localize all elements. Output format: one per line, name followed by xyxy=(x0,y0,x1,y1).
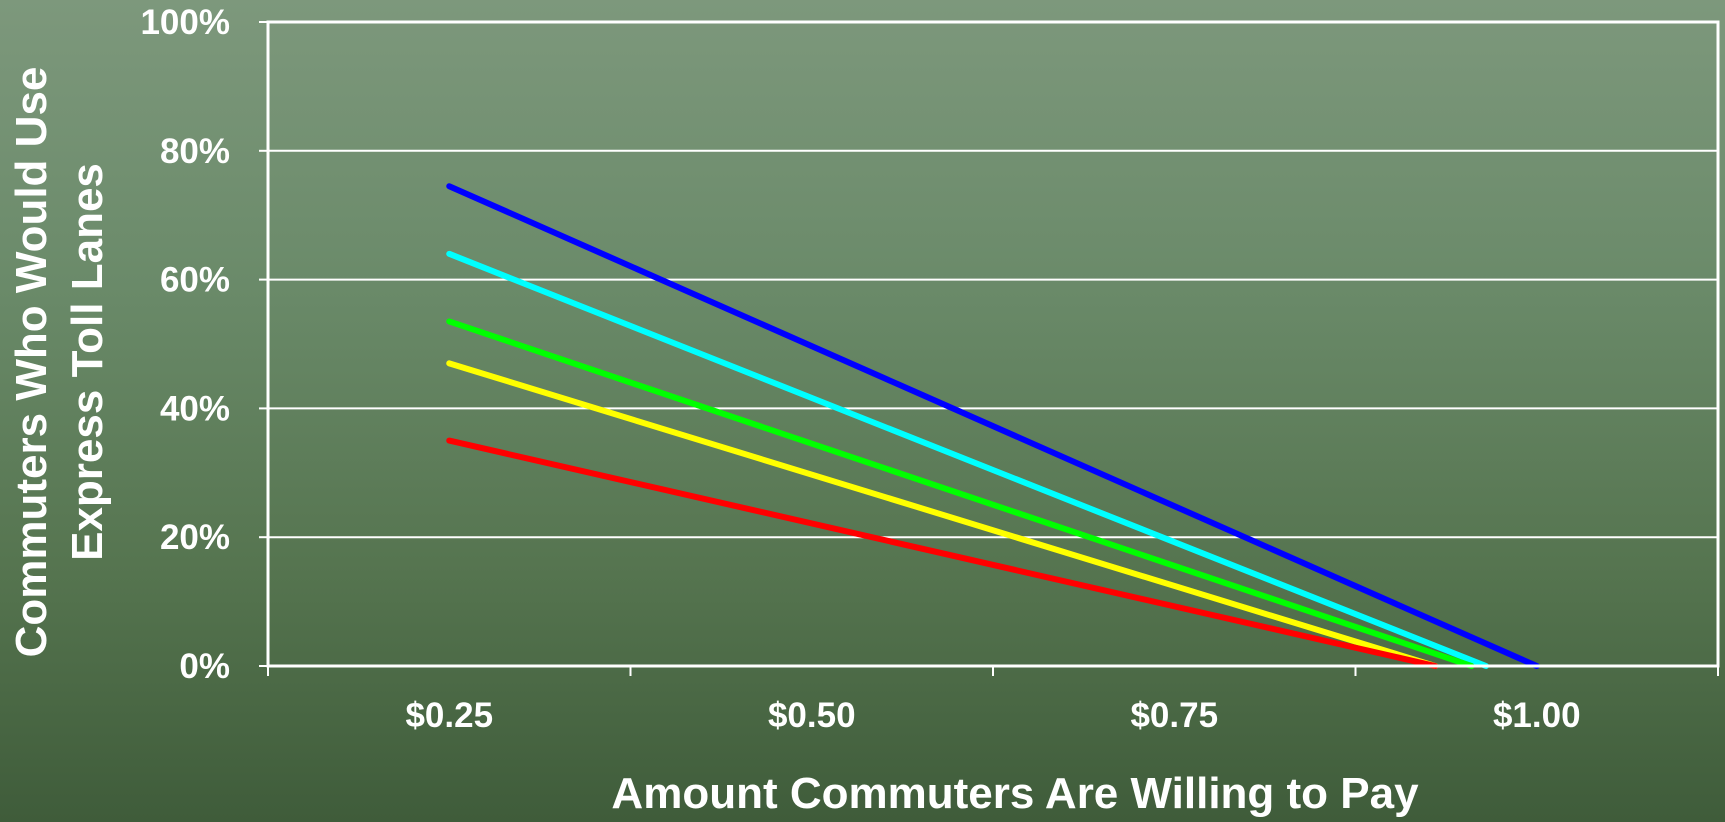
gridlines xyxy=(268,21,1718,539)
y-tick-label: 60% xyxy=(160,261,230,300)
x-tick-label: $0.25 xyxy=(405,696,493,735)
x-tick-label: $1.00 xyxy=(1493,696,1581,735)
series-lines xyxy=(446,183,1540,669)
x-tick-label: $0.50 xyxy=(768,696,856,735)
series-line xyxy=(446,318,1475,669)
series-line xyxy=(446,250,1489,669)
plot-frame xyxy=(266,20,1720,668)
x-axis-ticks: $0.25 $0.50 $0.75 $1.00 xyxy=(267,666,1719,735)
y-tick-label: 80% xyxy=(160,132,230,171)
y-axis-title-line-1: Commuters Who Would Use xyxy=(7,67,56,658)
y-tick-label: 20% xyxy=(160,518,230,557)
series-line xyxy=(446,437,1439,669)
y-tick-label: 0% xyxy=(179,647,230,686)
plot-area-border xyxy=(266,20,1720,668)
series-line xyxy=(446,183,1540,669)
y-axis-title-line-2: Express Toll Lanes xyxy=(63,163,112,561)
x-axis-title: Amount Commuters Are Willing to Pay xyxy=(611,769,1419,818)
x-tick-label: $0.75 xyxy=(1130,696,1218,735)
y-axis-title: Commuters Who Would Use Express Toll Lan… xyxy=(7,67,112,658)
y-tick-label: 100% xyxy=(140,3,230,42)
y-axis-ticks: 0% 20% 40% 60% 80% 100% xyxy=(140,3,268,686)
y-tick-label: 40% xyxy=(160,389,230,428)
series-line xyxy=(446,360,1439,669)
